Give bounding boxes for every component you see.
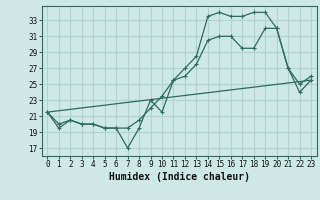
X-axis label: Humidex (Indice chaleur): Humidex (Indice chaleur) — [109, 172, 250, 182]
